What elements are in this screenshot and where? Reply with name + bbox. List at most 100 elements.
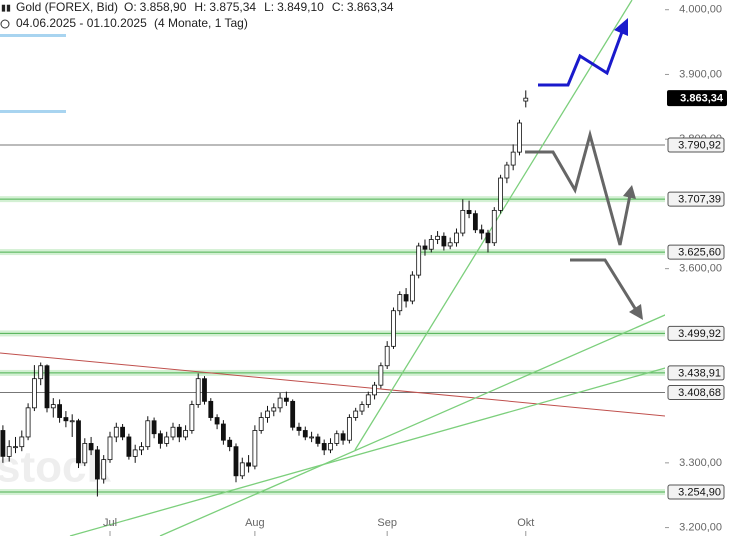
candle-body: [378, 365, 384, 386]
candle-body: [170, 426, 176, 438]
candle-body: [120, 426, 125, 438]
candles: [0, 90, 529, 497]
level-label: 3.790,92: [678, 139, 721, 151]
level-label: 3.438,91: [678, 367, 721, 379]
candle-body: [428, 239, 434, 250]
candle-body: [397, 294, 403, 312]
candle-body: [227, 439, 233, 448]
stat-value: 3.863,34: [347, 0, 394, 14]
instrument: Gold (FOREX, Bid): [16, 0, 118, 14]
candle-body: [359, 404, 365, 412]
trend-line: [69, 367, 665, 536]
stat-label: H:: [194, 0, 206, 14]
candle-body: [50, 404, 56, 409]
candle-body: [145, 420, 151, 448]
watermark: stock: [0, 443, 111, 492]
candle-body: [309, 436, 314, 439]
candle-body: [479, 229, 485, 234]
candle-body: [334, 433, 340, 444]
candle-body: [491, 209, 497, 244]
y-tick-label: 3.200,00: [679, 521, 722, 533]
stat-label: O:: [124, 0, 137, 14]
candle-body: [57, 404, 62, 418]
candle-body: [202, 378, 207, 402]
level-label: 3.625,60: [678, 246, 721, 258]
legend-stroke: [0, 34, 66, 37]
trend-line: [0, 352, 665, 417]
candle-body: [0, 430, 6, 457]
level-badge: [667, 384, 725, 400]
candle-body: [69, 420, 75, 423]
candle-body: [258, 417, 264, 431]
candle-body: [31, 378, 37, 409]
candle-body: [504, 164, 510, 179]
candle-body: [220, 423, 226, 441]
candle-body: [139, 446, 144, 451]
legend-stroke: [0, 110, 66, 113]
candle-body: [82, 443, 88, 464]
level-label: 3.499,92: [678, 328, 721, 340]
candle-body: [132, 449, 138, 457]
candle-body: [296, 426, 302, 431]
y-tick-label: 4.000,00: [679, 4, 722, 16]
candle-body: [208, 400, 214, 418]
candle-body: [19, 436, 25, 448]
candle-body: [239, 462, 245, 477]
candle-body: [517, 122, 522, 153]
candle-body: [353, 410, 359, 418]
x-tick-label: Sep: [377, 517, 397, 529]
candle-body: [460, 209, 466, 234]
candle-body: [183, 430, 188, 438]
stat-value: 3.849,10: [277, 0, 324, 14]
candle-body: [277, 397, 283, 409]
candle-body: [472, 213, 478, 231]
candle-body: [340, 433, 346, 441]
arrow: [538, 31, 624, 87]
level-badge: [667, 325, 725, 341]
trend-line: [159, 314, 665, 536]
candle-body: [283, 397, 289, 402]
candle-body: [403, 294, 409, 302]
candle-body: [271, 407, 277, 412]
candle-body: [88, 443, 94, 451]
candle-body: [498, 177, 503, 211]
candle-body: [372, 384, 377, 396]
candle-body: [384, 345, 390, 367]
candle-body: [214, 417, 220, 425]
candle-body: [302, 430, 308, 438]
level-label: 3.254,90: [678, 486, 721, 498]
arrowhead: [623, 185, 636, 199]
last-price-label: 3.863,34: [680, 93, 724, 105]
candle-body: [63, 417, 69, 422]
candle-body: [195, 378, 201, 405]
candle-body: [107, 436, 113, 461]
level-badge: [667, 244, 725, 260]
candle-body: [365, 394, 371, 405]
y-tick-label: 3.900,00: [679, 68, 722, 80]
x-tick-label: Jul: [103, 517, 117, 529]
candle-body: [265, 410, 270, 418]
icon: ▮▮: [1, 2, 11, 12]
level-badge: [667, 191, 725, 207]
candle-body: [315, 436, 321, 444]
candle-body: [38, 365, 44, 380]
candle-body: [252, 430, 258, 467]
level-badge: [667, 365, 725, 381]
level-label: 3.408,68: [678, 387, 721, 399]
candle-body: [176, 426, 182, 438]
level-label: 3.707,39: [678, 194, 721, 206]
candle-body: [510, 151, 516, 166]
candle-body: [346, 417, 352, 441]
arrow: [525, 129, 632, 246]
candle-body: [441, 235, 447, 247]
forecast-arrows: [525, 18, 643, 320]
candle-body: [151, 420, 157, 435]
y-tick-label: 3.600,00: [679, 263, 722, 275]
stat-value: 3.858,90: [140, 0, 187, 14]
header: ▮▮ Gold (FOREX, Bid) O: 3.858,90 H: 3.875,3…: [0, 0, 394, 113]
x-tick-label: Okt: [517, 517, 534, 529]
duration: (4 Monate, 1 Tag): [154, 16, 248, 30]
candle-body: [409, 274, 415, 302]
levels: [0, 144, 665, 496]
